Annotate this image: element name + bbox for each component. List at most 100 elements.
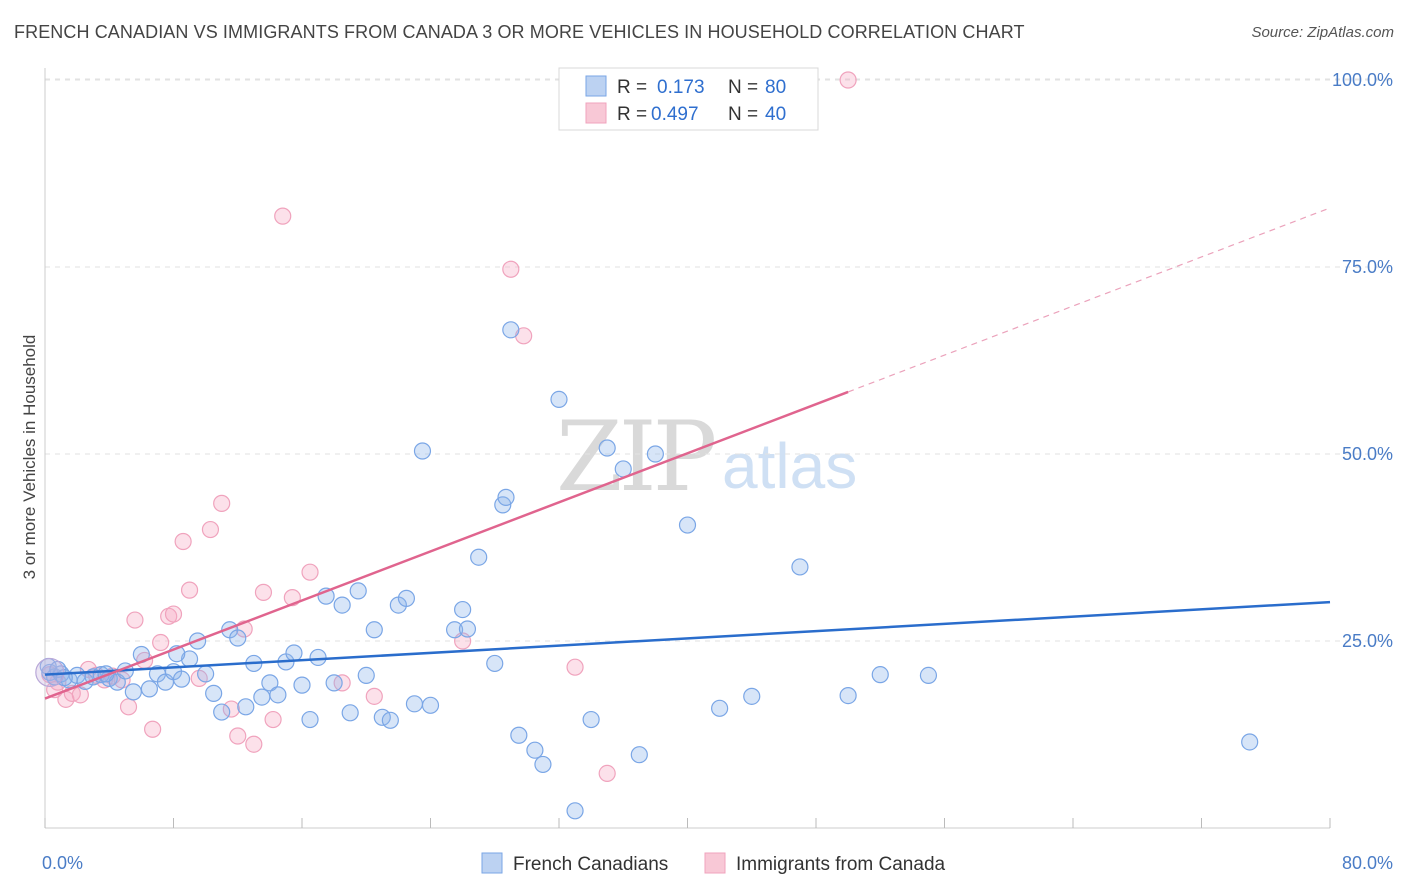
immigrants-point-37 [598,764,616,782]
legend-swatch-blue [585,75,607,97]
immigrants-point-27 [264,710,282,729]
immigrants-point-23 [229,727,247,745]
y-tick-label-3: 25.0% [1342,631,1393,651]
bottom-legend-label-blue: French Canadians [513,854,668,875]
french-canadian-points [35,321,1259,820]
french-canadian-point-50 [454,600,472,619]
french-canadian-point-32 [293,676,311,694]
legend-n-value-blue: 80 [765,77,786,98]
french-canadian-point-31 [285,644,303,662]
french-canadian-point-29 [269,686,287,704]
french-canadian-point-59 [534,755,552,774]
immigrants-point-18 [180,581,199,599]
french-canadian-point-73 [919,666,938,685]
french-canadian-point-43 [381,711,399,729]
immigrants-point-36 [566,658,584,676]
french-canadian-point-66 [646,445,664,463]
gridlines [45,78,1393,642]
french-canadian-point-74 [1241,733,1259,751]
french-canadian-point-48 [421,696,440,714]
x-tick-label-min: 0.0% [42,853,83,873]
french-canadian-point-36 [325,674,343,692]
legend-n-value-pink: 40 [765,104,786,125]
watermark-atlas: atlas [722,430,857,502]
x-tick-label-max: 80.0% [1342,853,1393,873]
french-canadian-point-72 [871,666,889,684]
bottom-legend-swatch-blue [481,852,503,874]
legend-r-value-blue: 0.173 [657,77,705,98]
french-canadian-point-71 [839,687,857,705]
legend-r-value-pink: 0.497 [651,104,699,125]
french-canadian-point-46 [405,695,424,713]
french-canadian-point-56 [502,321,520,339]
french-canadian-point-61 [566,802,584,820]
french-canadian-point-24 [229,629,247,647]
french-canadian-point-21 [205,684,223,702]
legend-r-label-blue: R = [617,77,647,98]
immigrants-point-4 [71,686,89,704]
french-canadian-point-69 [743,687,761,705]
legend-n-label-blue: N = [728,77,758,98]
french-canadian-point-28 [261,674,279,692]
y-tick-label-0: 100.0% [1332,70,1393,90]
french-canadian-point-20 [197,665,215,683]
y-tick-labels: 100.0% 75.0% 50.0% 25.0% [1332,70,1393,651]
legend-swatch-pink [585,102,607,124]
french-canadian-point-70 [791,558,809,576]
french-canadian-point-63 [598,439,616,457]
french-canadian-point-62 [582,710,600,729]
immigrants-trend-extension [847,207,1331,393]
french-canadian-point-17 [172,670,191,688]
french-canadian-point-65 [630,746,648,764]
french-canadian-point-33 [301,710,319,729]
immigrants-trend-line [44,390,849,700]
legend-r-label-pink: R = [617,104,647,125]
immigrants-point-11 [126,611,144,629]
trend-lines [44,207,1331,700]
french-canadian-point-40 [357,666,375,685]
french-canadian-point-68 [711,699,729,717]
french-canadian-point-13 [140,680,159,698]
immigrants-point-21 [213,494,231,512]
series-legend: French Canadians Immigrants from Canada [481,852,946,875]
french-canadian-point-49 [445,621,464,639]
immigrants-point-38 [839,71,857,89]
bottom-legend-swatch-pink [704,852,726,874]
french-canadian-point-37 [333,596,351,614]
immigrants-point-10 [119,698,138,716]
french-canadian-point-34 [309,648,327,667]
french-canadian-point-47 [413,442,432,460]
immigrants-point-13 [144,720,162,738]
y-tick-label-1: 75.0% [1342,257,1393,277]
watermark-zip: ZIP [556,401,715,513]
french-canadian-point-67 [678,516,697,534]
chart-title: FRENCH CANADIAN VS IMMIGRANTS FROM CANAD… [14,22,1025,42]
bottom-legend-label-pink: Immigrants from Canada [736,854,946,875]
legend-n-label-pink: N = [728,104,758,125]
french-canadian-point-41 [365,621,383,639]
y-tick-label-2: 50.0% [1342,444,1393,464]
french-canadian-point-11 [124,683,142,701]
cluster-point [35,657,65,688]
french-canadian-point-38 [341,704,359,722]
immigrants-point-28 [274,207,292,225]
immigrants-point-16 [164,605,183,623]
immigrants-point-32 [365,687,383,705]
french-canadian-point-25 [237,698,255,716]
correlation-legend: R = 0.173 N = 80 R = 0.497 N = 40 [558,67,819,131]
immigrants-point-17 [174,532,192,551]
french-canadian-point-57 [510,726,528,744]
french-canadian-point-45 [397,589,416,607]
y-axis-title: 3 or more Vehicles in Household [20,335,39,580]
french-canadian-trend-line [44,600,1331,676]
source-label: Source: ZipAtlas.com [1251,24,1394,41]
french-canadian-point-55 [497,488,515,506]
french-canadian-point-58 [526,741,544,759]
french-canadian-point-52 [470,548,488,566]
french-canadian-point-27 [253,688,271,706]
french-canadian-point-22 [213,703,231,721]
french-canadian-point-39 [349,582,367,600]
french-canadian-point-60 [550,390,568,408]
french-canadian-point-53 [486,654,504,673]
